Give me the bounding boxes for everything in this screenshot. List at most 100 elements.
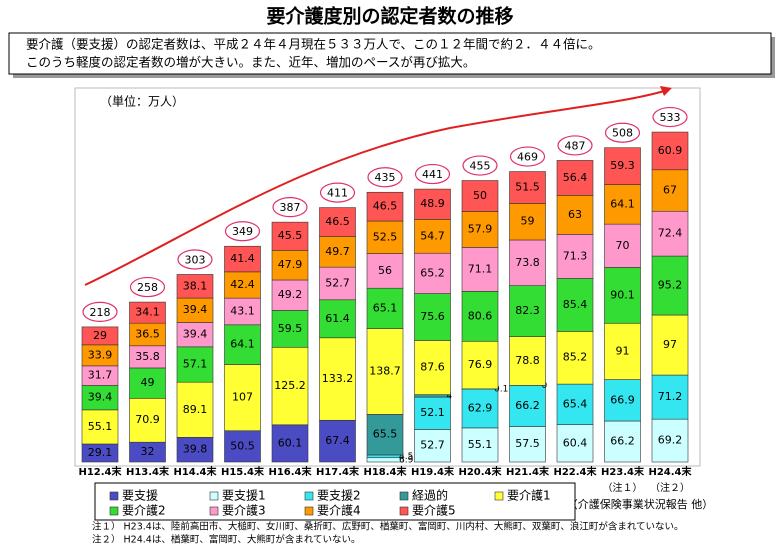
value-label: 4.5 — [399, 452, 413, 462]
value-label: 71.2 — [658, 390, 683, 403]
value-label: 35.8 — [135, 350, 160, 363]
bar-segment — [129, 367, 166, 399]
value-label: 49.2 — [278, 288, 303, 301]
value-label: 41.4 — [230, 252, 255, 265]
value-label: 39.4 — [183, 328, 208, 341]
value-label: 95.2 — [658, 279, 683, 292]
bar-segment — [176, 381, 214, 438]
bar-segment — [651, 210, 689, 257]
total-label: 411 — [327, 187, 348, 200]
value-label: 48.9 — [420, 197, 445, 210]
bar-segment — [509, 171, 546, 204]
value-label: 39.4 — [183, 303, 208, 316]
value-label: 33.9 — [88, 348, 113, 361]
value-label: 65.1 — [373, 301, 398, 314]
value-label: 64.1 — [610, 197, 635, 210]
total-ellipse — [462, 155, 498, 176]
value-label: 39.4 — [88, 391, 113, 404]
value-label: 60.9 — [658, 144, 683, 157]
value-label: 71.1 — [468, 262, 493, 275]
legend-swatch — [304, 491, 314, 501]
legend-swatch — [209, 506, 219, 516]
legend-label: 要介護5 — [412, 503, 456, 518]
bar-segment — [224, 430, 261, 463]
value-label: 133.2 — [322, 372, 354, 385]
total-label: 469 — [517, 151, 538, 164]
value-label: 55.1 — [468, 438, 493, 451]
bar-segment — [271, 221, 309, 251]
value-label: 60.1 — [278, 436, 303, 449]
arrow-head — [660, 86, 672, 96]
bar-segment — [176, 437, 214, 463]
value-label: 38.1 — [183, 279, 208, 292]
bar-segment — [604, 379, 641, 422]
legend-label: 要介護4 — [317, 503, 361, 518]
bar-segment — [461, 388, 499, 429]
bar-segment — [604, 223, 641, 268]
bar-segment — [604, 267, 641, 324]
bar-segment — [224, 245, 261, 273]
total-ellipse — [82, 301, 118, 323]
bar-segment — [176, 297, 214, 323]
bar-segment — [176, 346, 214, 383]
bar-segment — [319, 236, 356, 268]
bar-segment — [366, 253, 404, 289]
value-label: 60.4 — [563, 436, 588, 449]
legend-swatch — [109, 506, 119, 516]
value-label: 49.7 — [325, 245, 350, 258]
bar-segment — [81, 409, 119, 445]
value-label: 85.4 — [563, 298, 588, 311]
value-label: 45.5 — [278, 229, 303, 242]
bar-segment — [366, 191, 404, 222]
value-label: 85.2 — [563, 351, 588, 364]
legend-label: 要支援2 — [317, 489, 361, 503]
x-tick-label: H19.4末 — [411, 465, 455, 478]
bar-segment — [224, 271, 261, 299]
value-label: 125.2 — [274, 379, 306, 392]
value-label: 0.1 — [494, 384, 508, 394]
value-label: 29.1 — [88, 446, 113, 459]
x-tick-label: H21.4末 — [506, 465, 550, 478]
bar-segment — [366, 220, 404, 254]
value-label: 97 — [663, 338, 677, 351]
bar-segment — [461, 340, 499, 390]
value-label: 4 — [447, 391, 453, 401]
category-note: （注１） — [603, 481, 643, 494]
value-label: 70.9 — [135, 413, 160, 426]
x-tick-label: H15.4末 — [221, 465, 265, 478]
value-label: 32 — [141, 445, 155, 458]
value-label: 57.1 — [183, 358, 208, 371]
x-tick-label: H24.4末 — [648, 465, 692, 478]
bar-segment — [366, 457, 404, 463]
total-label: 387 — [280, 201, 301, 214]
value-label: 39.8 — [183, 443, 208, 456]
value-label: 69.2 — [658, 434, 683, 447]
value-label: 75.6 — [420, 310, 445, 323]
value-label: 6.9 — [399, 455, 414, 465]
value-label: 61.4 — [325, 312, 350, 325]
value-label: 51.5 — [515, 181, 540, 194]
value-label: 42.4 — [230, 278, 255, 291]
bar-segment — [414, 340, 451, 395]
total-label: 435 — [375, 171, 396, 184]
value-label: 66.2 — [610, 435, 635, 448]
bar-segment — [129, 301, 166, 324]
x-tick-label: H17.4末 — [316, 465, 360, 478]
value-label: 52.5 — [373, 230, 398, 243]
total-ellipse — [272, 197, 308, 218]
value-label: 138.7 — [369, 364, 401, 377]
legend-box — [94, 482, 576, 521]
bar-segment — [509, 385, 546, 427]
value-label: 70 — [616, 239, 630, 252]
bar-segment — [224, 297, 261, 326]
bar-segment — [414, 219, 451, 254]
value-label: 49 — [141, 376, 155, 389]
x-tick-label: H13.4末 — [126, 465, 170, 478]
value-label: 67.4 — [325, 434, 350, 447]
total-ellipse — [129, 276, 166, 298]
x-tick-label: H23.4末 — [601, 465, 645, 478]
total-ellipse — [557, 135, 593, 156]
legend-swatch — [399, 491, 409, 501]
bar-segment — [366, 287, 404, 329]
bar-segment — [414, 188, 451, 220]
